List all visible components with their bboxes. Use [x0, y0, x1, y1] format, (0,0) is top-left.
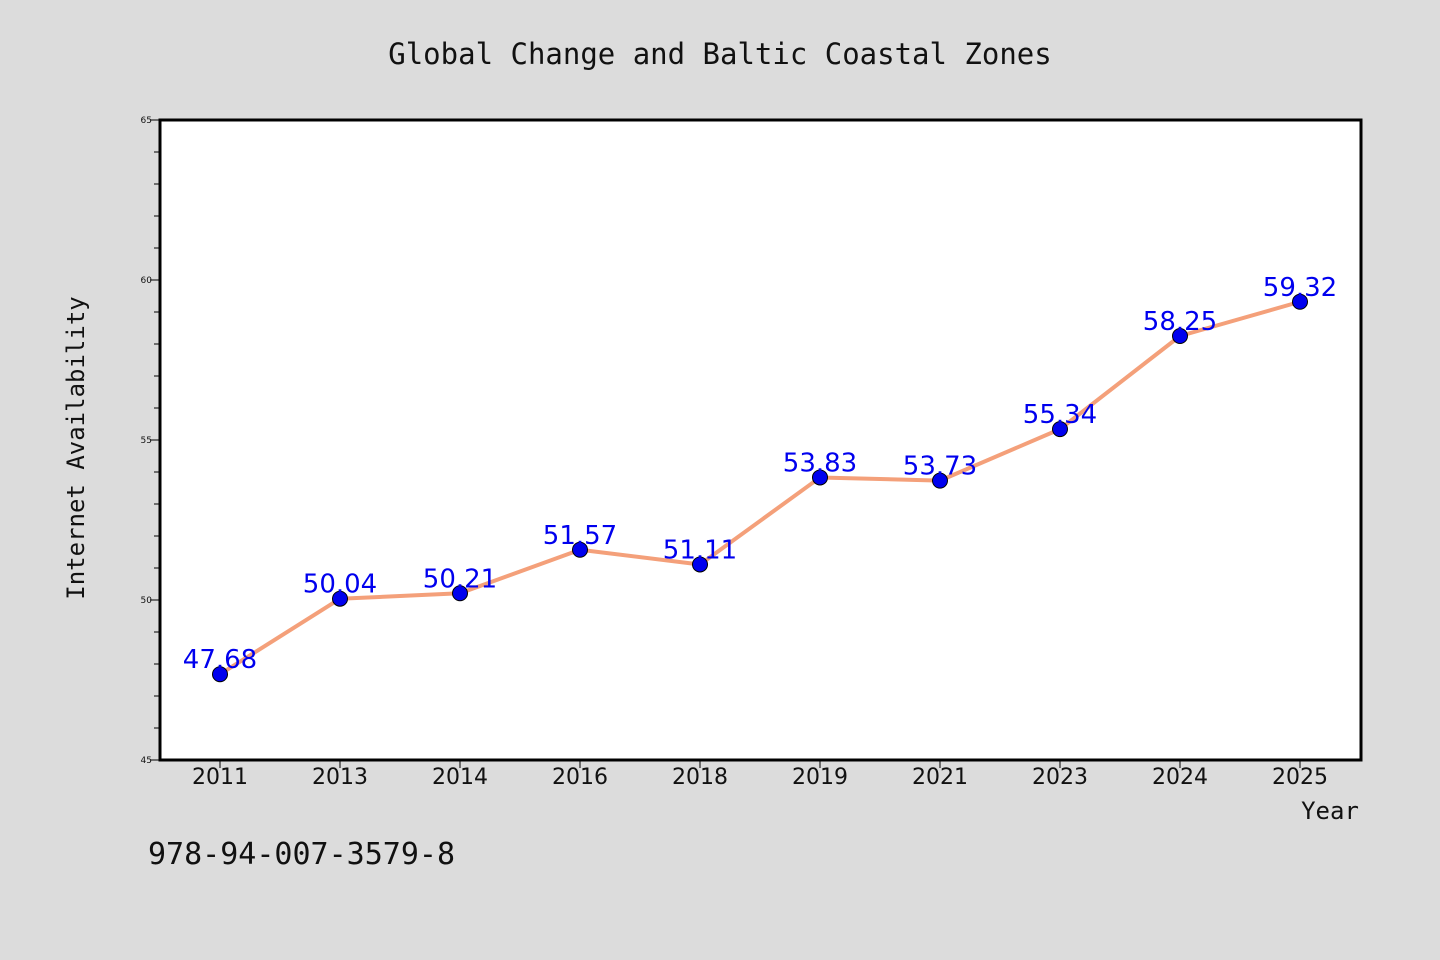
- data-point: [452, 585, 468, 602]
- y-tick-label: 45: [141, 756, 152, 766]
- data-label-layer: 47.68 50.04 50.21 51.57 51.11 53.83 53.73 55.34…: [183, 273, 1337, 675]
- x-tick-label: 2023: [1032, 765, 1088, 790]
- isbn-label: 978-94-007-3579-8: [148, 837, 455, 872]
- x-tick-label: 2024: [1152, 765, 1208, 790]
- y-axis-title: Internet Availability: [62, 296, 90, 599]
- y-tick-label: 60: [141, 276, 153, 286]
- series-line-layer: [218, 299, 1302, 677]
- data-label: 51.57: [543, 521, 617, 551]
- y-tick-label: 50: [141, 596, 153, 606]
- x-tick-label: 2025: [1272, 765, 1328, 790]
- y-axis: 45 50 55 60 65: [141, 116, 160, 766]
- data-label: 50.04: [303, 570, 377, 600]
- x-tick-label: 2021: [912, 765, 968, 790]
- data-label: 50.21: [423, 564, 497, 594]
- x-tick-label: 2016: [552, 765, 608, 790]
- x-tick-label: 2011: [192, 765, 248, 790]
- y-tick-label: 65: [141, 116, 152, 126]
- data-label: 53.83: [783, 448, 857, 478]
- data-point: [1052, 421, 1068, 438]
- data-label: 53.73: [903, 452, 977, 482]
- data-label: 51.11: [663, 535, 737, 565]
- series-line: [218, 299, 1302, 677]
- data-label: 58.25: [1143, 307, 1217, 337]
- data-point: [572, 541, 588, 558]
- data-point: [1172, 328, 1188, 344]
- data-point: [932, 472, 948, 489]
- y-tick-label: 55: [141, 436, 152, 446]
- data-label: 47.68: [183, 645, 257, 675]
- x-tick-label: 2014: [432, 765, 488, 790]
- x-tick-label: 2013: [312, 765, 368, 790]
- data-point: [812, 469, 828, 486]
- data-label: 59.32: [1263, 273, 1337, 303]
- data-point: [212, 666, 228, 683]
- x-axis-title: Year: [1301, 797, 1359, 825]
- data-point: [332, 590, 348, 607]
- chart-title: Global Change and Baltic Coastal Zones: [388, 37, 1051, 71]
- data-label: 55.34: [1023, 400, 1097, 430]
- x-tick-label: 2018: [672, 765, 728, 790]
- data-point-layer: [212, 293, 1308, 683]
- data-point: [1292, 293, 1308, 310]
- x-axis: 2011 2013 2014 2016 2018 2019 2021 2023 2024 2025: [192, 760, 1328, 790]
- x-tick-label: 2019: [792, 765, 848, 790]
- data-point: [692, 556, 708, 573]
- plot-area: [158, 118, 1363, 762]
